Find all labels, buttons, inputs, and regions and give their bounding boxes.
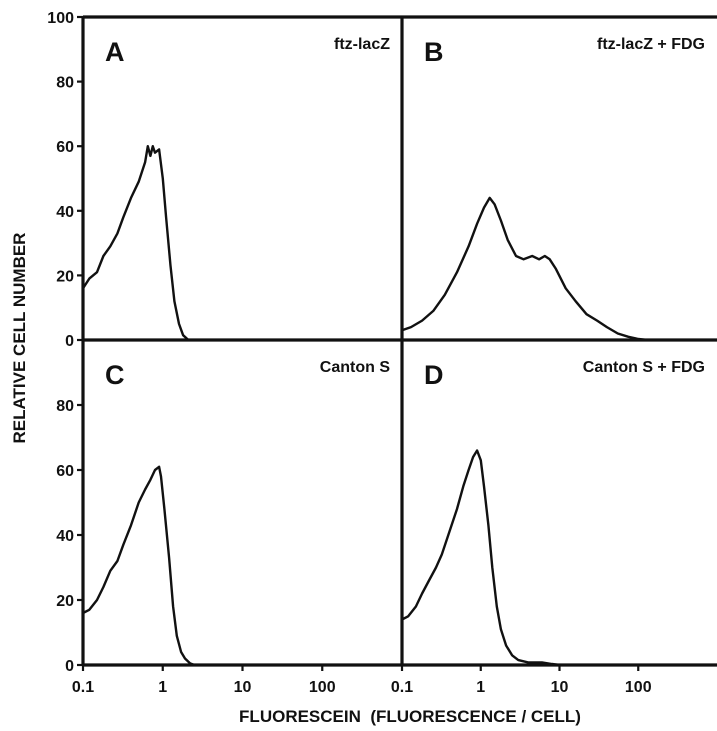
x-tick-label: 10 [551,679,569,696]
series-line-b [401,196,717,342]
x-tick-label: 100 [309,679,336,696]
y-tick-label: 40 [56,528,74,545]
y-tick-label: 80 [56,75,74,92]
panel-letter-c: C [105,360,125,390]
y-tick-label: 0 [65,333,74,350]
panel-letter-a: A [105,37,125,67]
x-tick-label: 1 [476,679,485,696]
y-tick-label: 40 [56,204,74,221]
y-tick-label: 20 [56,593,74,610]
y-tick-label: 60 [56,139,74,156]
x-axis-title: FLUORESCEIN (FLUORESCENCE / CELL) [239,707,581,726]
series-line-a [81,145,402,342]
panel-label-b: ftz-lacZ + FDG [597,36,705,53]
x-tick-label: 100 [625,679,652,696]
x-tick-label: 10 [234,679,252,696]
y-axis-title: RELATIVE CELL NUMBER [10,233,29,444]
series-line-d [401,449,717,667]
panel-label-d: Canton S + FDG [583,359,705,376]
plot-area: 100 80 60 40 20 0 80 60 40 20 0 0.1 1 10 100 0.1 1 10 100 A… [47,10,717,696]
y-tick-label: 100 [47,10,74,27]
panel-label-c: Canton S [320,359,391,376]
y-tick-label: 20 [56,268,74,285]
series-line-c [82,465,402,667]
y-tick-label: 80 [56,398,74,415]
panel-label-a: ftz-lacZ [334,36,390,53]
x-tick-label: 1 [158,679,167,696]
panel-letter-d: D [424,360,444,390]
x-tick-label: 0.1 [391,679,413,696]
y-tick-label: 60 [56,463,74,480]
x-tick-label: 0.1 [72,679,94,696]
y-tick-label: 0 [65,658,74,675]
panel-letter-b: B [424,37,444,67]
